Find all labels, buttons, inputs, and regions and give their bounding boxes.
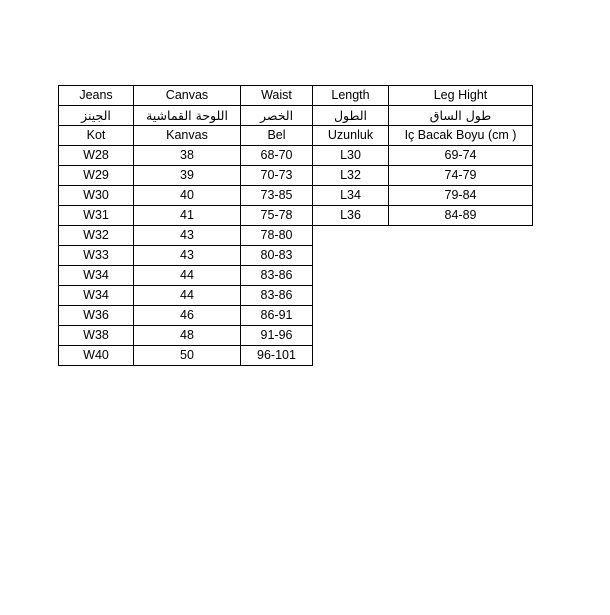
header-row-turkish: Kot Kanvas Bel Uzunluk Iç Bacak Boyu (cm… — [58, 125, 533, 146]
cell-waist: 75-78 — [240, 205, 313, 226]
header-waist-tr: Bel — [240, 125, 313, 146]
cell-length: L34 — [312, 185, 389, 206]
header-leg-hight-tr: Iç Bacak Boyu (cm ) — [388, 125, 533, 146]
cell-leg-hight — [389, 346, 533, 366]
cell-length — [313, 226, 389, 246]
cell-leg-hight: 79-84 — [388, 185, 533, 206]
cell-waist: 70-73 — [240, 165, 313, 186]
cell-canvas: 43 — [133, 245, 241, 266]
header-row-english: Jeans Canvas Waist Length Leg Hight — [58, 85, 533, 106]
header-canvas-en: Canvas — [133, 85, 241, 106]
cell-waist: 96-101 — [240, 345, 313, 366]
cell-jeans: W38 — [58, 325, 134, 346]
table-row: W30 40 73-85 L34 79-84 — [58, 185, 533, 206]
cell-leg-hight — [389, 326, 533, 346]
cell-jeans: W28 — [58, 145, 134, 166]
table-row: W31 41 75-78 L36 84-89 — [58, 205, 533, 226]
cell-length — [313, 346, 389, 366]
header-length-en: Length — [312, 85, 389, 106]
table-row: W38 48 91-96 — [58, 325, 533, 346]
header-waist-en: Waist — [240, 85, 313, 106]
cell-canvas: 50 — [133, 345, 241, 366]
cell-canvas: 46 — [133, 305, 241, 326]
cell-waist: 78-80 — [240, 225, 313, 246]
cell-jeans: W34 — [58, 265, 134, 286]
cell-leg-hight: 74-79 — [388, 165, 533, 186]
jeans-size-chart-table: Jeans Canvas Waist Length Leg Hight الجي… — [58, 85, 533, 366]
cell-leg-hight — [389, 246, 533, 266]
cell-leg-hight — [389, 226, 533, 246]
cell-jeans: W36 — [58, 305, 134, 326]
table-row: W40 50 96-101 — [58, 345, 533, 366]
cell-canvas: 44 — [133, 285, 241, 306]
table-row: W36 46 86-91 — [58, 305, 533, 326]
cell-leg-hight: 84-89 — [388, 205, 533, 226]
cell-length — [313, 326, 389, 346]
cell-jeans: W31 — [58, 205, 134, 226]
header-canvas-tr: Kanvas — [133, 125, 241, 146]
cell-jeans: W33 — [58, 245, 134, 266]
cell-jeans: W32 — [58, 225, 134, 246]
cell-length: L30 — [312, 145, 389, 166]
table-row: W32 43 78-80 — [58, 225, 533, 246]
header-jeans-tr: Kot — [58, 125, 134, 146]
table-row: W33 43 80-83 — [58, 245, 533, 266]
cell-leg-hight — [389, 286, 533, 306]
cell-length: L36 — [312, 205, 389, 226]
header-leg-hight-ar: طول الساق — [388, 105, 533, 126]
cell-canvas: 48 — [133, 325, 241, 346]
size-chart-container: Jeans Canvas Waist Length Leg Hight الجي… — [58, 85, 533, 366]
table-row: W34 44 83-86 — [58, 285, 533, 306]
table-row: W34 44 83-86 — [58, 265, 533, 286]
cell-waist: 83-86 — [240, 265, 313, 286]
table-row: W29 39 70-73 L32 74-79 — [58, 165, 533, 186]
cell-waist: 68-70 — [240, 145, 313, 166]
cell-leg-hight: 69-74 — [388, 145, 533, 166]
cell-length — [313, 306, 389, 326]
header-jeans-en: Jeans — [58, 85, 134, 106]
cell-waist: 91-96 — [240, 325, 313, 346]
header-waist-ar: الخصر — [240, 105, 313, 126]
size-chart-body: Jeans Canvas Waist Length Leg Hight الجي… — [58, 85, 533, 366]
cell-canvas: 44 — [133, 265, 241, 286]
cell-jeans: W30 — [58, 185, 134, 206]
table-row: W28 38 68-70 L30 69-74 — [58, 145, 533, 166]
cell-waist: 83-86 — [240, 285, 313, 306]
cell-canvas: 41 — [133, 205, 241, 226]
header-length-tr: Uzunluk — [312, 125, 389, 146]
cell-waist: 73-85 — [240, 185, 313, 206]
header-canvas-ar: اللوحة القماشية — [133, 105, 241, 126]
cell-waist: 80-83 — [240, 245, 313, 266]
header-row-arabic: الجينز اللوحة القماشية الخصر الطول طول ا… — [58, 105, 533, 126]
cell-jeans: W34 — [58, 285, 134, 306]
cell-leg-hight — [389, 306, 533, 326]
cell-leg-hight — [389, 266, 533, 286]
cell-length — [313, 246, 389, 266]
cell-jeans: W29 — [58, 165, 134, 186]
cell-canvas: 40 — [133, 185, 241, 206]
header-leg-hight-en: Leg Hight — [388, 85, 533, 106]
cell-canvas: 39 — [133, 165, 241, 186]
cell-jeans: W40 — [58, 345, 134, 366]
header-length-ar: الطول — [312, 105, 389, 126]
cell-canvas: 38 — [133, 145, 241, 166]
cell-length: L32 — [312, 165, 389, 186]
cell-canvas: 43 — [133, 225, 241, 246]
cell-length — [313, 286, 389, 306]
cell-waist: 86-91 — [240, 305, 313, 326]
cell-length — [313, 266, 389, 286]
header-jeans-ar: الجينز — [58, 105, 134, 126]
